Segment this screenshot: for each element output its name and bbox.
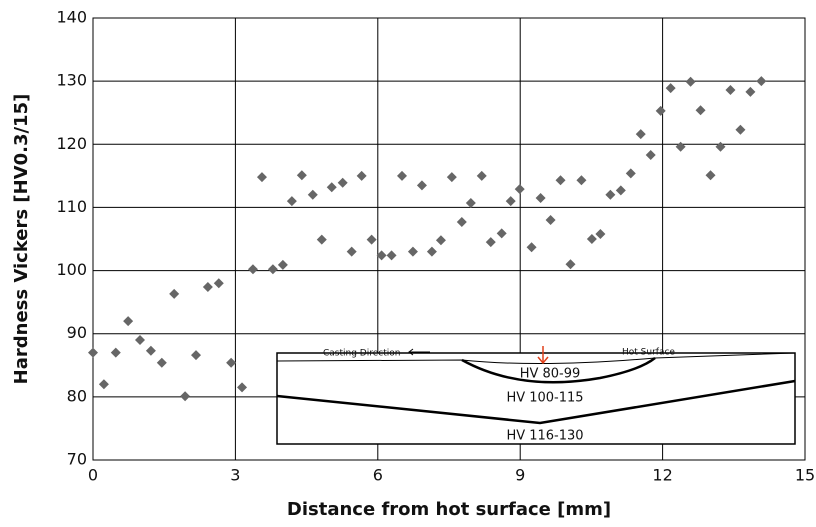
- point: [169, 288, 180, 299]
- point: [725, 84, 736, 95]
- point: [346, 246, 357, 257]
- point: [337, 177, 348, 188]
- arrow-head: [408, 348, 414, 356]
- inset-frame: [276, 352, 796, 445]
- annotation: HV 100-115: [506, 391, 583, 406]
- y-tick-label: 140: [56, 8, 87, 27]
- point: [514, 184, 525, 195]
- point: [586, 234, 597, 244]
- point: [615, 185, 626, 196]
- point: [426, 246, 437, 257]
- point: [110, 347, 121, 358]
- point: [296, 170, 307, 181]
- point: [605, 189, 616, 200]
- point: [326, 182, 337, 193]
- point: [665, 83, 676, 94]
- point: [98, 379, 109, 390]
- y-tick-label: 130: [56, 71, 87, 90]
- point: [277, 259, 288, 270]
- x-tick-label: 3: [230, 466, 240, 485]
- zone-boundary: [461, 357, 656, 384]
- point: [655, 105, 666, 116]
- plot-area: 70 80 90 100 110 120 130 140 0 3 6 9 12 15: [56, 8, 815, 485]
- point: [256, 172, 267, 183]
- point: [446, 172, 457, 183]
- point: [645, 150, 656, 161]
- point: [226, 357, 237, 368]
- point: [134, 335, 145, 346]
- y-tick-label: 110: [56, 197, 87, 216]
- y-tick-label: 100: [56, 260, 87, 279]
- point: [685, 76, 696, 87]
- point: [386, 250, 397, 261]
- point: [307, 189, 318, 200]
- point: [356, 170, 367, 181]
- point: [145, 345, 156, 356]
- point: [535, 192, 546, 203]
- point: [237, 382, 248, 393]
- inset-diagram: Casting Direction Hot Surface HV 80-99 H…: [276, 346, 796, 445]
- annotation: Hot Surface: [622, 348, 675, 358]
- x-tick-label: 6: [373, 466, 383, 485]
- point: [675, 141, 686, 152]
- point: [465, 198, 476, 209]
- point: [635, 129, 646, 140]
- point: [456, 216, 467, 227]
- zone-boundary: [276, 379, 796, 425]
- y-tick-label: 120: [56, 134, 87, 153]
- x-tick-label: 15: [795, 466, 815, 485]
- annotation: HV 116-130: [506, 429, 583, 444]
- point: [695, 105, 706, 116]
- point: [485, 237, 496, 248]
- point: [407, 246, 418, 257]
- y-tick-label: 70: [67, 450, 87, 469]
- top-surface: [276, 352, 796, 365]
- point: [191, 350, 202, 361]
- x-axis-label: Distance from hot surface [mm]: [287, 499, 611, 520]
- point: [202, 281, 213, 292]
- point: [555, 175, 566, 186]
- y-tick-label: 90: [67, 323, 87, 342]
- point: [180, 391, 191, 402]
- point: [156, 357, 167, 368]
- point: [526, 242, 537, 253]
- point: [376, 250, 387, 261]
- x-tick-label: 12: [652, 466, 672, 485]
- point: [576, 175, 587, 186]
- point: [625, 168, 636, 179]
- point: [735, 124, 746, 135]
- point: [476, 170, 487, 181]
- point: [88, 347, 98, 358]
- annotation: HV 80-99: [520, 367, 581, 382]
- red-arrow-head: [537, 356, 549, 365]
- point: [416, 180, 427, 191]
- point: [496, 228, 507, 239]
- point: [505, 196, 516, 207]
- point: [715, 141, 726, 152]
- point: [366, 234, 377, 245]
- point: [565, 259, 576, 270]
- point: [745, 86, 756, 97]
- point: [123, 316, 134, 327]
- y-tick-label: 80: [67, 386, 87, 405]
- point: [247, 264, 258, 275]
- point: [286, 196, 297, 207]
- point: [595, 228, 606, 239]
- point: [267, 264, 278, 275]
- point: [435, 235, 446, 246]
- point: [213, 278, 224, 289]
- point: [545, 215, 556, 226]
- point: [756, 76, 767, 87]
- y-axis-label: Hardness Vickers [HV0.3/15]: [11, 94, 32, 385]
- point: [316, 234, 327, 245]
- point: [705, 170, 716, 181]
- x-tick-label: 0: [88, 466, 98, 485]
- point: [397, 170, 408, 181]
- x-tick-label: 9: [515, 466, 525, 485]
- annotation: Casting Direction: [323, 349, 400, 359]
